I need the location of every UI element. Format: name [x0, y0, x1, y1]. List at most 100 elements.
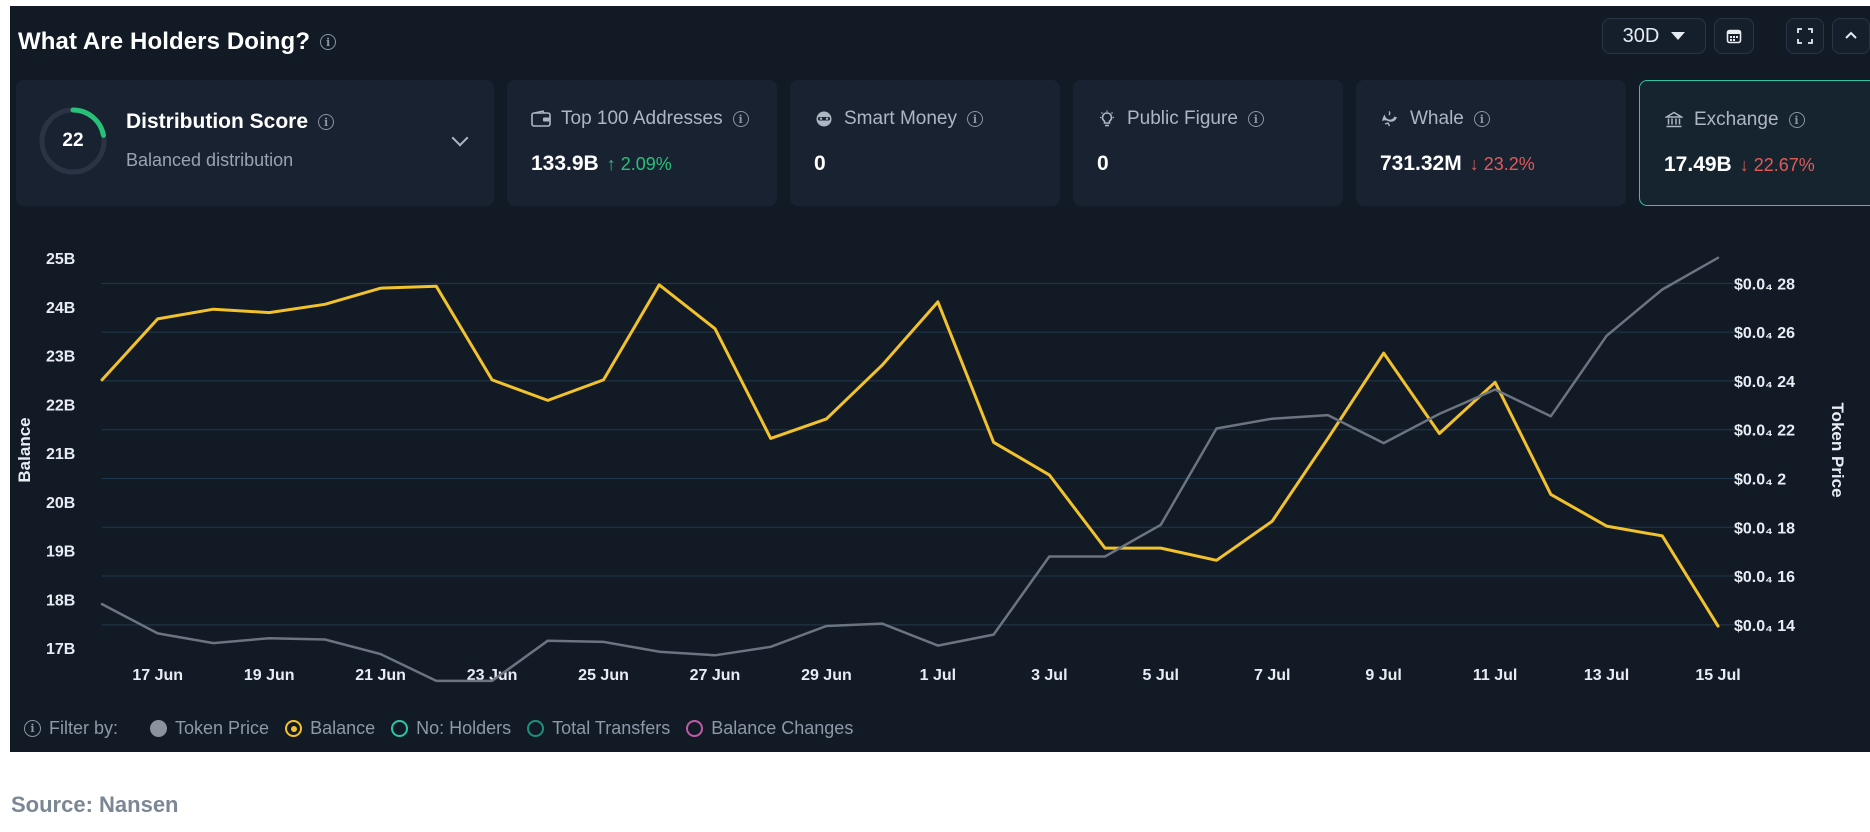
info-icon[interactable]: i	[320, 34, 337, 50]
x-tick-label: 11 Jul	[1473, 667, 1517, 684]
outline-dot-icon	[391, 720, 409, 737]
holders-panel: What Are Holders Doing? i 30D	[10, 6, 1870, 752]
x-tick-label: 7 Jul	[1254, 667, 1290, 684]
x-tick-label: 1 Jul	[920, 667, 956, 684]
header-controls: 30D	[1602, 18, 1870, 54]
x-tick-label: 9 Jul	[1365, 667, 1401, 684]
change-up: ↑ 2.09%	[606, 153, 672, 174]
distribution-score-card[interactable]: 22 Distribution Score i Balanced distrib…	[16, 80, 494, 206]
card-header: Exchange i	[1664, 109, 1805, 131]
change-value: 22.67%	[1753, 154, 1815, 175]
card-label: Public Figure	[1127, 108, 1238, 129]
x-tick-label: 21 Jun	[355, 667, 406, 684]
x-tick-label: 25 Jun	[578, 667, 629, 684]
legend-balance[interactable]: Balance	[285, 718, 375, 739]
x-tick-label: 29 Jun	[801, 667, 852, 684]
outline-dot-icon	[686, 720, 704, 737]
card-label: Smart Money	[844, 108, 957, 129]
x-tick-label: 3 Jul	[1031, 667, 1067, 684]
holders-chart[interactable]: 25B 24B 23B 22B 21B 20B 19B 18B 17B $0.0₄ 28 $0.0₄…	[10, 234, 1870, 704]
info-icon[interactable]: i	[318, 114, 335, 130]
legend-no-holders[interactable]: No: Holders	[391, 718, 511, 739]
card-value-row: 17.49B ↓ 22.67%	[1664, 153, 1815, 177]
x-tick-label: 17 Jun	[132, 667, 183, 684]
info-icon[interactable]: i	[966, 111, 983, 127]
card-value: 17.49B	[1664, 153, 1732, 176]
y-tick-label: 17B	[46, 641, 75, 658]
change-down: ↓ 22.67%	[1739, 154, 1815, 175]
bank-icon	[1664, 110, 1684, 130]
y2-tick-label: $0.0₄ 14	[1734, 618, 1795, 635]
card-top-100-addresses[interactable]: Top 100 Addresses i 133.9B ↑ 2.09%	[507, 80, 777, 206]
card-public-figure[interactable]: Public Figure i 0	[1073, 80, 1343, 206]
card-label: Whale	[1410, 108, 1464, 129]
distribution-title: Distribution Score	[126, 110, 309, 133]
legend-total-transfers[interactable]: Total Transfers	[527, 718, 670, 739]
series-line-balance	[100, 283, 1720, 628]
x-tick-label: 19 Jun	[244, 667, 295, 684]
x-tick-label: 13 Jul	[1584, 667, 1629, 684]
panel-title: What Are Holders Doing?	[18, 28, 311, 55]
card-header: Top 100 Addresses i	[531, 108, 749, 130]
info-icon[interactable]: i	[24, 720, 41, 737]
stat-cards: 22 Distribution Score i Balanced distrib…	[16, 80, 1870, 206]
legend-token-price[interactable]: Token Price	[150, 718, 269, 739]
card-value: 731.32M	[1380, 152, 1462, 175]
chevron-up-icon	[1845, 31, 1857, 39]
time-range-dropdown[interactable]: 30D	[1602, 18, 1706, 54]
x-tick-label: 15 Jul	[1695, 667, 1740, 684]
y-tick-label: 24B	[46, 300, 75, 317]
card-value: 0	[814, 152, 826, 175]
y-tick-label: 19B	[46, 544, 75, 561]
x-tick-label: 27 Jun	[690, 667, 741, 684]
y2-tick-label: $0.0₄ 16	[1734, 569, 1795, 586]
change-value: 2.09%	[620, 153, 672, 174]
series-line-token-price	[100, 256, 1720, 683]
legend-balance-changes[interactable]: Balance Changes	[686, 718, 853, 739]
mask-icon	[814, 109, 834, 129]
calendar-button[interactable]	[1714, 18, 1754, 54]
card-value: 133.9B	[531, 152, 599, 175]
y2-axis-title: Token Price	[1828, 402, 1847, 497]
card-header: Whale i	[1380, 108, 1490, 130]
distribution-subtitle: Balanced distribution	[126, 150, 294, 170]
card-value-row: 133.9B ↑ 2.09%	[531, 152, 672, 176]
y-tick-label: 22B	[46, 397, 75, 414]
y2-tick-label: $0.0₄ 28	[1734, 276, 1795, 293]
y-tick-label: 18B	[46, 592, 75, 609]
info-icon[interactable]: i	[1788, 112, 1805, 128]
y-tick-label: 25B	[46, 251, 75, 268]
legend-label: Total Transfers	[552, 718, 671, 738]
change-down: ↓ 23.2%	[1469, 153, 1535, 174]
info-icon[interactable]: i	[1473, 111, 1490, 127]
distribution-score-value: 22	[62, 130, 84, 151]
fullscreen-icon	[1797, 28, 1813, 44]
filled-dot-icon	[150, 720, 168, 737]
wallet-icon	[531, 109, 551, 129]
card-exchange[interactable]: Exchange i 17.49B ↓ 22.67%	[1639, 80, 1870, 206]
fullscreen-button[interactable]	[1786, 18, 1824, 54]
calendar-icon	[1726, 29, 1742, 44]
y-tick-label: 23B	[46, 349, 75, 366]
info-icon[interactable]: i	[732, 111, 749, 127]
y-tick-label: 21B	[46, 446, 75, 463]
card-whale[interactable]: Whale i 731.32M ↓ 23.2%	[1356, 80, 1626, 206]
collapse-button[interactable]	[1832, 18, 1870, 54]
source-caption: Source: Nansen	[11, 792, 179, 817]
legend-label: Balance	[310, 718, 376, 738]
card-value: 0	[1097, 152, 1109, 175]
legend-label: Balance Changes	[711, 718, 854, 738]
card-value-row: 0	[814, 152, 826, 176]
selected-dot-icon	[285, 720, 303, 737]
caret-down-icon	[1671, 32, 1686, 40]
chevron-down-icon[interactable]	[451, 129, 469, 147]
y-axis-title: Balance	[15, 417, 34, 482]
card-label: Exchange	[1694, 109, 1779, 130]
y-tick-label: 20B	[46, 495, 75, 512]
card-smart-money[interactable]: Smart Money i 0	[790, 80, 1060, 206]
panel-header: What Are Holders Doing? i	[18, 20, 337, 64]
time-range-value: 30D	[1622, 24, 1660, 47]
x-tick-label: 5 Jul	[1143, 667, 1179, 684]
card-header: Smart Money i	[814, 108, 983, 130]
info-icon[interactable]: i	[1247, 111, 1264, 127]
